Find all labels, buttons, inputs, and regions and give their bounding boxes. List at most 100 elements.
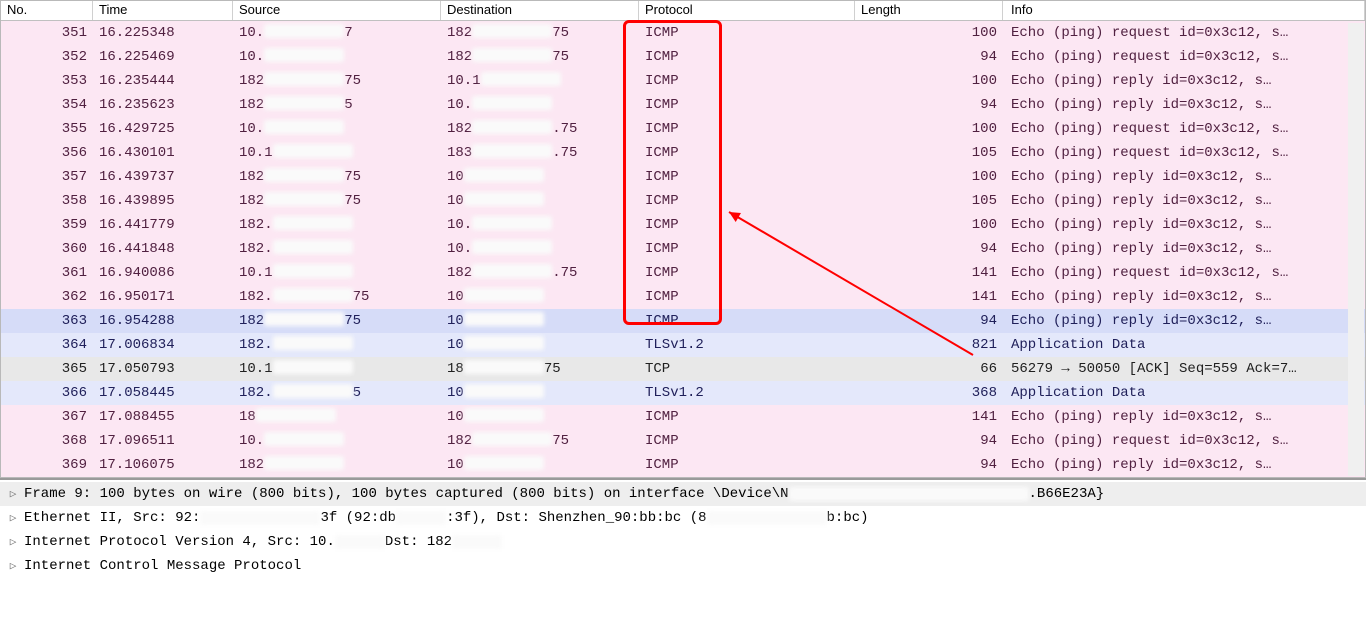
table-row[interactable]: 36216.950171182.7510ICMP141Echo (ping) r… xyxy=(1,285,1365,309)
cell-info: Application Data xyxy=(1003,381,1365,405)
cell-destination: 10 xyxy=(441,309,639,333)
cell-destination: 10 xyxy=(441,333,639,357)
cell-destination: 18275 xyxy=(441,45,639,69)
cell-time: 17.096511 xyxy=(93,429,233,453)
cell-time: 16.235623 xyxy=(93,93,233,117)
cell-time: 16.439895 xyxy=(93,189,233,213)
cell-source: 18275 xyxy=(233,189,441,213)
expand-icon[interactable]: ▷ xyxy=(6,511,20,525)
cell-time: 16.430101 xyxy=(93,141,233,165)
table-row[interactable]: 35116.22534810.718275ICMP100Echo (ping) … xyxy=(1,21,1365,45)
cell-destination: 10. xyxy=(441,213,639,237)
cell-info: Echo (ping) reply id=0x3c12, s… xyxy=(1003,405,1365,429)
table-row[interactable]: 35916.441779182.10.ICMP100Echo (ping) re… xyxy=(1,213,1365,237)
cell-destination: 10 xyxy=(441,453,639,477)
cell-protocol: TLSv1.2 xyxy=(639,381,855,405)
col-header-length[interactable]: Length xyxy=(855,1,1003,20)
cell-destination: 182.75 xyxy=(441,261,639,285)
cell-no: 359 xyxy=(1,213,93,237)
cell-time: 17.058445 xyxy=(93,381,233,405)
cell-protocol: ICMP xyxy=(639,45,855,69)
cell-length: 100 xyxy=(855,213,1003,237)
table-row[interactable]: 36917.10607518210ICMP94Echo (ping) reply… xyxy=(1,453,1365,477)
detail-line[interactable]: ▷Internet Control Message Protocol xyxy=(0,554,1366,578)
cell-time: 16.225348 xyxy=(93,21,233,45)
cell-destination: 10 xyxy=(441,381,639,405)
cell-source: 182.75 xyxy=(233,285,441,309)
col-header-protocol[interactable]: Protocol xyxy=(639,1,855,20)
cell-no: 361 xyxy=(1,261,93,285)
cell-source: 10.1 xyxy=(233,261,441,285)
cell-destination: 10. xyxy=(441,237,639,261)
table-row[interactable]: 35816.4398951827510ICMP105Echo (ping) re… xyxy=(1,189,1365,213)
expand-icon[interactable]: ▷ xyxy=(6,535,20,549)
detail-line[interactable]: ▷Ethernet II, Src: 92:3f (92:db:3f), Dst… xyxy=(0,506,1366,530)
cell-length: 66 xyxy=(855,357,1003,381)
cell-protocol: ICMP xyxy=(639,285,855,309)
table-row[interactable]: 36316.9542881827510ICMP94Echo (ping) rep… xyxy=(1,309,1365,333)
cell-source: 182. xyxy=(233,237,441,261)
col-header-info[interactable]: Info xyxy=(1003,1,1365,20)
cell-time: 16.954288 xyxy=(93,309,233,333)
detail-line[interactable]: ▷Frame 9: 100 bytes on wire (800 bits), … xyxy=(0,482,1366,506)
cell-destination: 182.75 xyxy=(441,117,639,141)
table-row[interactable]: 35216.22546910.18275ICMP94Echo (ping) re… xyxy=(1,45,1365,69)
cell-length: 94 xyxy=(855,45,1003,69)
col-header-no[interactable]: No. xyxy=(1,1,93,20)
table-row[interactable]: 36617.058445182.510TLSv1.2368Application… xyxy=(1,381,1365,405)
cell-source: 10. xyxy=(233,429,441,453)
cell-no: 363 xyxy=(1,309,93,333)
cell-source: 182. xyxy=(233,213,441,237)
cell-protocol: ICMP xyxy=(639,261,855,285)
table-row[interactable]: 36417.006834182.10TLSv1.2821Application … xyxy=(1,333,1365,357)
packet-rows: 35116.22534810.718275ICMP100Echo (ping) … xyxy=(1,21,1365,477)
cell-length: 94 xyxy=(855,429,1003,453)
cell-source: 10.1 xyxy=(233,357,441,381)
cell-no: 362 xyxy=(1,285,93,309)
table-row[interactable]: 35416.235623182510.ICMP94Echo (ping) rep… xyxy=(1,93,1365,117)
cell-protocol: ICMP xyxy=(639,117,855,141)
cell-no: 366 xyxy=(1,381,93,405)
cell-info: Echo (ping) reply id=0x3c12, s… xyxy=(1003,93,1365,117)
cell-destination: 10 xyxy=(441,189,639,213)
table-row[interactable]: 35616.43010110.1183.75ICMP105Echo (ping)… xyxy=(1,141,1365,165)
cell-info: Echo (ping) request id=0x3c12, s… xyxy=(1003,21,1365,45)
expand-icon[interactable]: ▷ xyxy=(6,487,20,501)
cell-info: Echo (ping) request id=0x3c12, s… xyxy=(1003,261,1365,285)
cell-protocol: ICMP xyxy=(639,309,855,333)
table-row[interactable]: 35716.4397371827510ICMP100Echo (ping) re… xyxy=(1,165,1365,189)
column-header-row[interactable]: No. Time Source Destination Protocol Len… xyxy=(1,1,1365,21)
cell-length: 94 xyxy=(855,309,1003,333)
cell-time: 17.050793 xyxy=(93,357,233,381)
cell-info: Echo (ping) reply id=0x3c12, s… xyxy=(1003,237,1365,261)
cell-time: 16.225469 xyxy=(93,45,233,69)
packet-list-pane[interactable]: No. Time Source Destination Protocol Len… xyxy=(0,0,1366,478)
cell-source: 10. xyxy=(233,117,441,141)
cell-protocol: ICMP xyxy=(639,213,855,237)
col-header-destination[interactable]: Destination xyxy=(441,1,639,20)
cell-source: 1825 xyxy=(233,93,441,117)
col-header-time[interactable]: Time xyxy=(93,1,233,20)
table-row[interactable]: 36817.09651110.18275ICMP94Echo (ping) re… xyxy=(1,429,1365,453)
table-row[interactable]: 36717.0884551810ICMP141Echo (ping) reply… xyxy=(1,405,1365,429)
detail-line[interactable]: ▷Internet Protocol Version 4, Src: 10. D… xyxy=(0,530,1366,554)
table-row[interactable]: 36517.05079310.11875TCP6656279 → 50050 [… xyxy=(1,357,1365,381)
cell-destination: 10 xyxy=(441,285,639,309)
table-row[interactable]: 35316.2354441827510.1ICMP100Echo (ping) … xyxy=(1,69,1365,93)
cell-protocol: ICMP xyxy=(639,429,855,453)
table-row[interactable]: 35516.42972510.182.75ICMP100Echo (ping) … xyxy=(1,117,1365,141)
cell-time: 16.950171 xyxy=(93,285,233,309)
cell-protocol: ICMP xyxy=(639,189,855,213)
cell-protocol: ICMP xyxy=(639,93,855,117)
cell-source: 18 xyxy=(233,405,441,429)
cell-source: 10. xyxy=(233,45,441,69)
table-row[interactable]: 36016.441848182.10.ICMP94Echo (ping) rep… xyxy=(1,237,1365,261)
table-row[interactable]: 36116.94008610.1182.75ICMP141Echo (ping)… xyxy=(1,261,1365,285)
cell-no: 356 xyxy=(1,141,93,165)
cell-source: 18275 xyxy=(233,69,441,93)
expand-icon[interactable]: ▷ xyxy=(6,559,20,573)
cell-info: Echo (ping) request id=0x3c12, s… xyxy=(1003,117,1365,141)
packet-details-pane[interactable]: ▷Frame 9: 100 bytes on wire (800 bits), … xyxy=(0,478,1366,620)
col-header-source[interactable]: Source xyxy=(233,1,441,20)
scrollbar[interactable] xyxy=(1348,23,1364,476)
